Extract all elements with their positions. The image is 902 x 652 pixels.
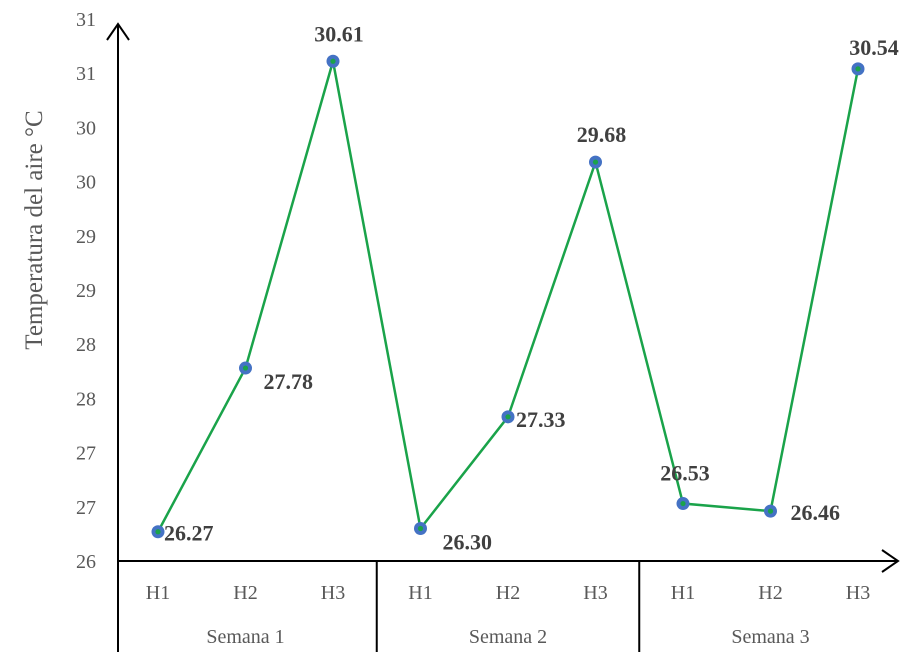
x-group-label: Semana 1 xyxy=(206,626,284,648)
data-label: 27.78 xyxy=(264,369,314,394)
y-tick-label: 27 xyxy=(76,497,96,519)
y-tick-label: 28 xyxy=(76,388,96,410)
data-point-center xyxy=(680,500,686,507)
x-axis-groups: Semana 1 Semana 2 Semana 3 xyxy=(206,626,809,648)
y-tick-label: 31 xyxy=(76,63,96,85)
x-tick-label: H3 xyxy=(321,582,345,604)
data-label: 26.53 xyxy=(660,461,710,486)
y-tick-label: 27 xyxy=(76,443,96,465)
data-label: 26.46 xyxy=(791,500,841,525)
x-tick-label: H3 xyxy=(583,582,607,604)
x-tick-label: H2 xyxy=(233,582,257,604)
data-point-center xyxy=(767,508,774,514)
data-point-center xyxy=(855,66,861,72)
data-point-center xyxy=(505,414,511,420)
y-tick-label: 30 xyxy=(76,172,96,194)
y-axis-ticks: 26 27 27 28 28 29 29 30 30 31 31 xyxy=(76,9,96,573)
x-axis-categories: H1 H2 H3 H1 H2 H3 H1 H2 H3 xyxy=(146,582,870,604)
x-group-label: Semana 3 xyxy=(731,626,809,648)
y-tick-label: 31 xyxy=(76,9,96,31)
y-tick-label: 26 xyxy=(76,551,96,573)
data-point-center xyxy=(242,365,249,371)
series-group xyxy=(151,54,865,539)
y-axis-arrow xyxy=(106,22,130,41)
data-point-center xyxy=(155,529,161,535)
y-tick-label: 30 xyxy=(76,117,96,139)
data-point-center xyxy=(592,159,599,165)
data-label: 30.61 xyxy=(314,21,364,46)
x-tick-label: H2 xyxy=(496,582,520,604)
data-point-center xyxy=(417,525,424,532)
x-tick-label: H2 xyxy=(758,582,782,604)
axes xyxy=(106,22,900,652)
y-tick-label: 29 xyxy=(76,280,96,302)
data-label: 26.27 xyxy=(164,521,214,546)
y-axis-label: Temperatura del aire °C xyxy=(21,110,48,349)
data-label: 30.54 xyxy=(849,35,899,60)
y-tick-label: 28 xyxy=(76,334,96,356)
x-tick-label: H1 xyxy=(671,582,695,604)
data-label: 26.30 xyxy=(443,529,493,554)
data-labels: 26.27 27.78 30.61 26.30 27.33 29.68 26.53 26.46… xyxy=(164,21,899,554)
series-line xyxy=(156,60,860,533)
x-group-label: Semana 2 xyxy=(469,626,547,648)
data-label: 29.68 xyxy=(577,122,627,147)
x-tick-label: H1 xyxy=(408,582,432,604)
x-tick-label: H1 xyxy=(146,582,170,604)
x-tick-label: H3 xyxy=(846,582,870,604)
data-point-center xyxy=(330,58,336,64)
y-tick-label: 29 xyxy=(76,226,96,248)
x-axis-arrow xyxy=(881,549,900,573)
data-label: 27.33 xyxy=(516,407,566,432)
